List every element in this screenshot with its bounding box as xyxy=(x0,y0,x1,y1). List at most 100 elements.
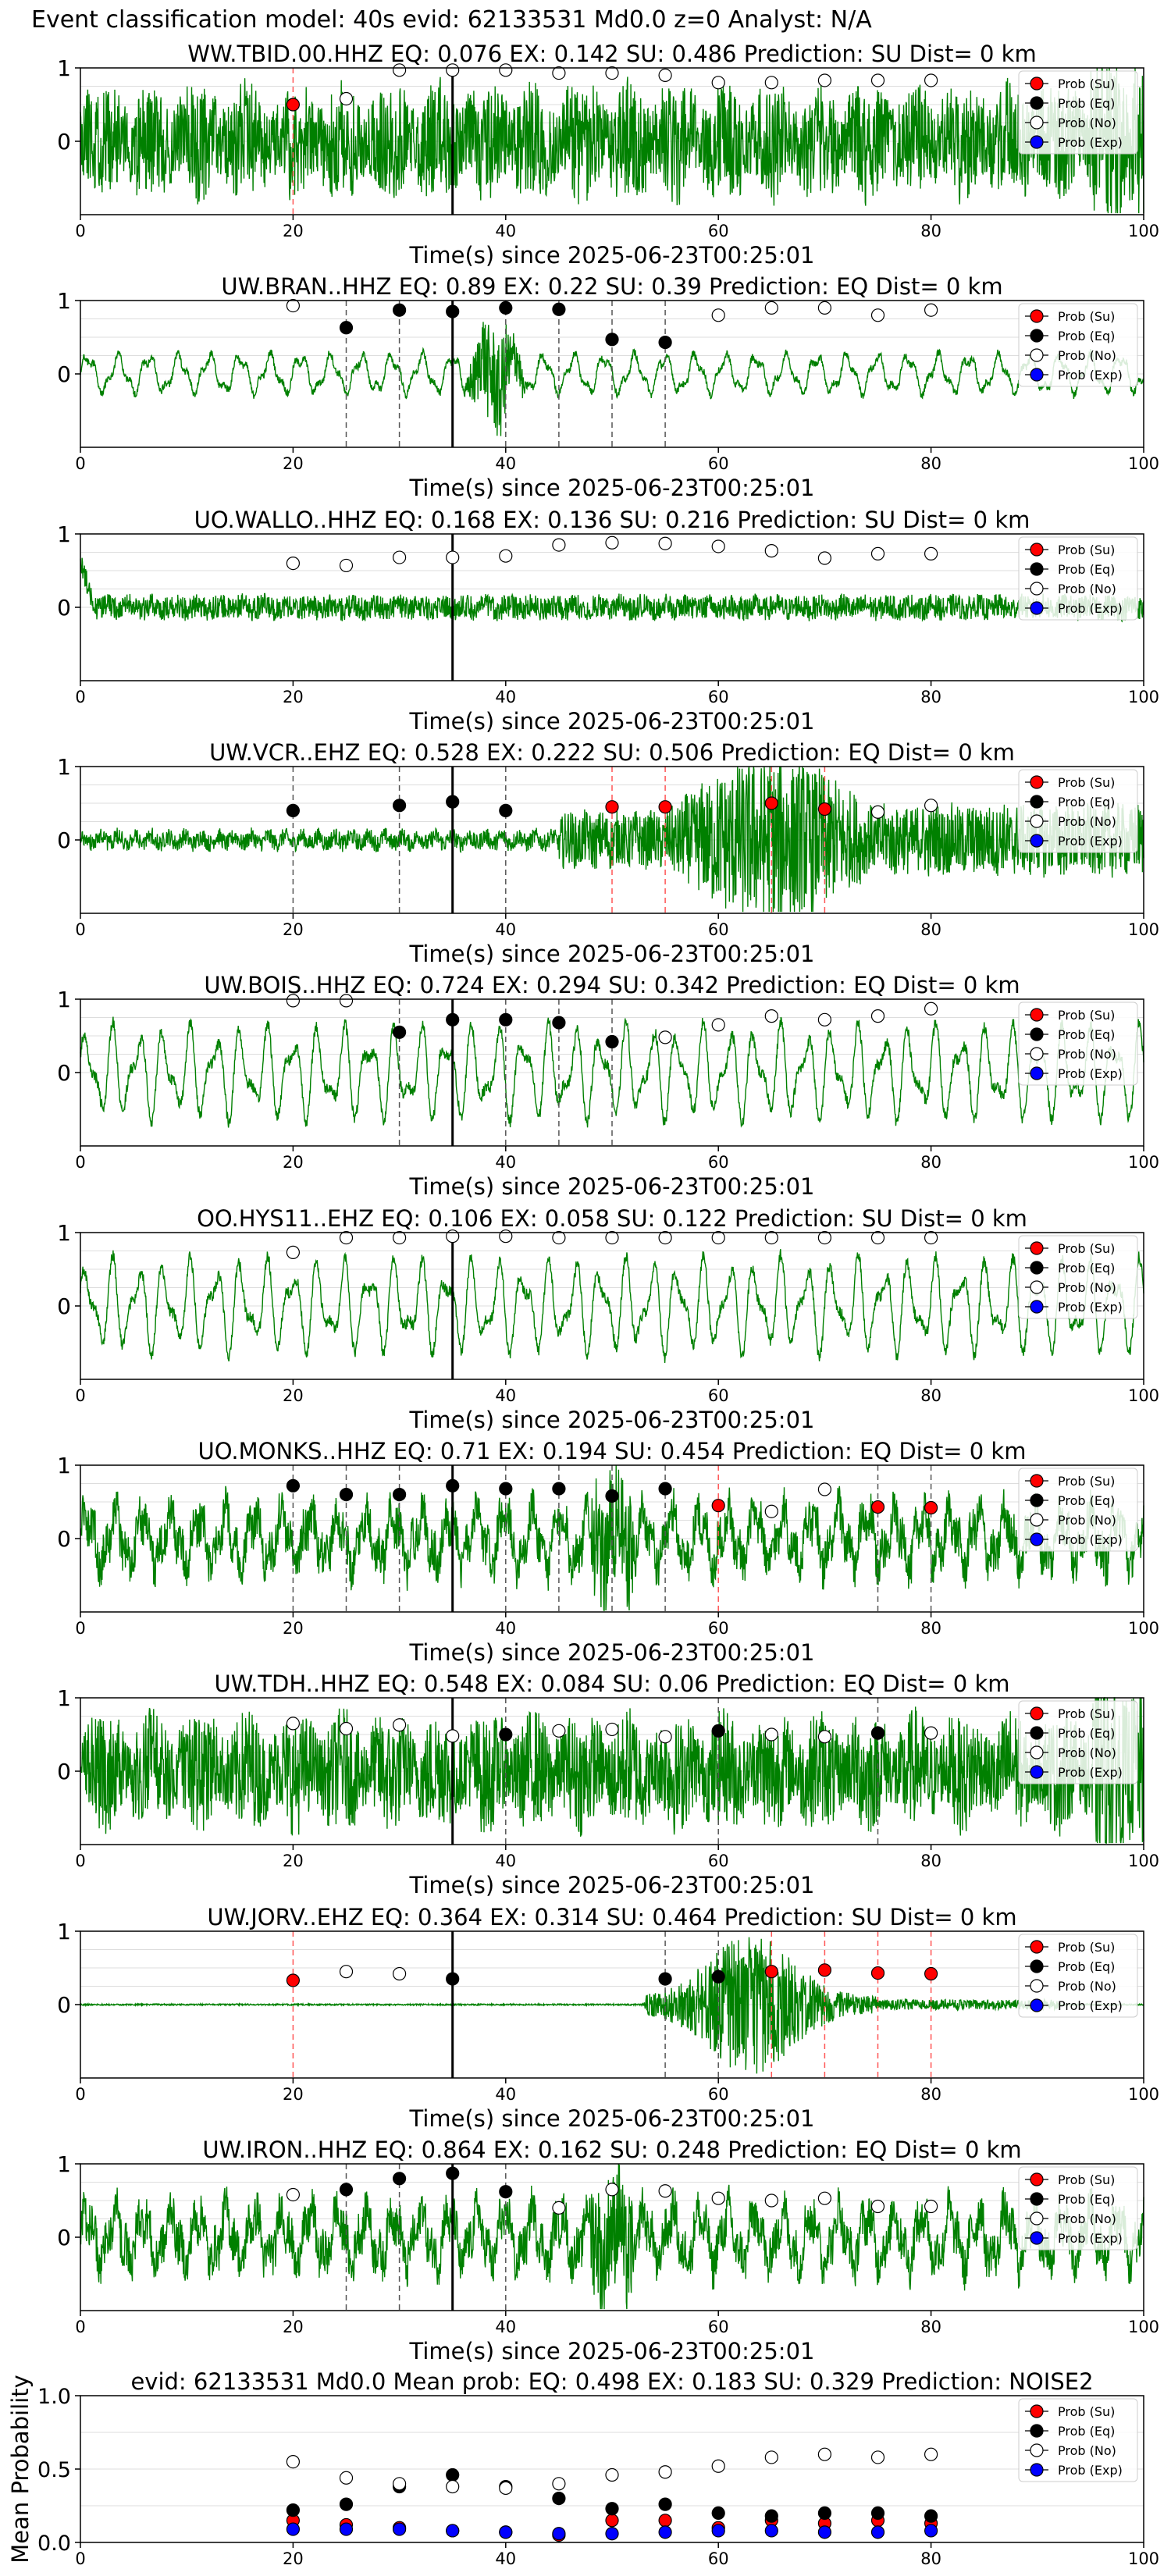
legend-box xyxy=(1018,1468,1138,1552)
legend-label-exp: Prob (Exp) xyxy=(1058,1998,1123,2013)
legend-box xyxy=(1018,70,1138,155)
prob-point-no xyxy=(286,2187,300,2202)
mean-prob-point-exp xyxy=(605,2527,619,2541)
legend-marker-su xyxy=(1030,76,1044,91)
legend-marker-exp xyxy=(1030,601,1044,615)
prob-point-no xyxy=(764,301,778,315)
prob-point-no xyxy=(446,550,460,564)
mean-prob-point-eq xyxy=(764,2509,778,2523)
x-tick-label: 60 xyxy=(708,2085,729,2104)
mean-prob-point-no xyxy=(286,2455,300,2469)
legend-marker-no xyxy=(1030,2211,1044,2226)
x-tick-label: 20 xyxy=(283,688,304,706)
mean-prob-point-no xyxy=(393,2477,407,2491)
x-tick-label: 80 xyxy=(920,920,941,939)
prob-point-no xyxy=(658,68,672,83)
x-axis-label: Time(s) since 2025-06-23T00:25:01 xyxy=(409,941,815,967)
legend-marker-su xyxy=(1030,1008,1044,1022)
legend-marker-no xyxy=(1030,1979,1044,1993)
legend-label-eq: Prob (Eq) xyxy=(1058,2192,1115,2207)
prob-point-no xyxy=(924,303,938,317)
prob-point-no xyxy=(924,1002,938,1016)
x-tick-label: 0 xyxy=(75,688,85,706)
x-tick-label: 20 xyxy=(283,1852,304,1870)
legend-marker-su xyxy=(1030,543,1044,557)
prob-point-no xyxy=(393,1718,407,1732)
prob-point-eq xyxy=(711,1724,725,1738)
waveform-trace xyxy=(80,1937,1144,2074)
prob-point-eq xyxy=(446,1478,460,1493)
x-tick-label: 100 xyxy=(1128,1619,1159,1638)
legend-marker-exp xyxy=(1030,1765,1044,1779)
panel-title: UO.WALLO..HHZ EQ: 0.168 EX: 0.136 SU: 0.… xyxy=(194,507,1030,533)
waveform-trace xyxy=(80,67,1144,214)
legend-label-eq: Prob (Eq) xyxy=(1058,1261,1115,1276)
prob-point-no xyxy=(658,1730,672,1744)
panel-4: UW.VCR..EHZ EQ: 0.528 EX: 0.222 SU: 0.50… xyxy=(57,739,1159,967)
panel-title: UW.JORV..EHZ EQ: 0.364 EX: 0.314 SU: 0.4… xyxy=(207,1904,1016,1930)
prob-point-no xyxy=(870,73,885,87)
x-tick-label: 40 xyxy=(495,1153,516,1172)
panel-title: WW.TBID.00.HHZ EQ: 0.076 EX: 0.142 SU: 0… xyxy=(187,41,1036,67)
mean-prob-point-su xyxy=(605,2514,619,2528)
x-tick-label: 0 xyxy=(75,1386,85,1405)
prob-point-eq xyxy=(286,1478,300,1493)
legend-box xyxy=(1018,1934,1138,2018)
x-tick-label: 0 xyxy=(75,1153,85,1172)
x-axis-label: Time(s) since 2025-06-23T00:25:01 xyxy=(409,1407,815,1433)
legend-label-su: Prob (Su) xyxy=(1058,1241,1115,1256)
legend-marker-exp xyxy=(1030,1532,1044,1546)
y-tick-label: 1 xyxy=(57,1685,71,1711)
waveform-trace xyxy=(80,1464,1144,1611)
x-tick-label: 0 xyxy=(75,2318,85,2336)
panel-11: evid: 62133531 Md0.0 Mean prob: EQ: 0.49… xyxy=(7,2368,1159,2568)
x-tick-label: 40 xyxy=(495,688,516,706)
mean-prob-point-no xyxy=(924,2447,938,2461)
prob-point-no xyxy=(393,63,407,77)
mean-prob-point-no xyxy=(605,2467,619,2482)
x-tick-label: 80 xyxy=(920,222,941,240)
x-tick-label: 100 xyxy=(1128,1852,1159,1870)
legend-label-exp: Prob (Exp) xyxy=(1058,601,1123,616)
y-axis-label: Mean Probability xyxy=(7,2375,34,2564)
legend-label-no: Prob (No) xyxy=(1058,1047,1116,1062)
y-tick-label: 0 xyxy=(57,1759,71,1784)
panel-8: UW.TDH..HHZ EQ: 0.548 EX: 0.084 SU: 0.06… xyxy=(57,1670,1159,1898)
legend-label-eq: Prob (Eq) xyxy=(1058,1959,1115,1974)
panel-2: UW.BRAN..HHZ EQ: 0.89 EX: 0.22 SU: 0.39 … xyxy=(57,273,1159,501)
y-tick-label: 0 xyxy=(57,2225,71,2250)
x-axis-label: Time(s) since 2025-06-23T00:25:01 xyxy=(409,2338,815,2364)
legend-marker-exp xyxy=(1030,1300,1044,1314)
mean-prob-point-exp xyxy=(286,2522,300,2536)
x-tick-label: 20 xyxy=(283,920,304,939)
prob-point-eq xyxy=(446,1012,460,1026)
legend-label-exp: Prob (Exp) xyxy=(1058,1765,1123,1780)
x-tick-label: 0 xyxy=(75,1852,85,1870)
prob-point-eq xyxy=(605,333,619,347)
prob-point-no xyxy=(870,308,885,322)
prob-point-no xyxy=(924,546,938,560)
x-axis-label: Time(s) since 2025-06-23T00:25:01 xyxy=(409,2105,815,2132)
x-axis-label: Time(s) since 2025-06-23T00:25:01 xyxy=(409,475,815,501)
prob-point-eq xyxy=(393,2172,407,2186)
prob-point-su xyxy=(286,1973,300,1987)
x-tick-label: 20 xyxy=(283,2549,304,2568)
prob-point-no xyxy=(339,1721,354,1736)
legend-label-exp: Prob (Exp) xyxy=(1058,834,1123,849)
figure-title: Event classification model: 40s evid: 62… xyxy=(31,6,872,34)
legend-label-su: Prob (Su) xyxy=(1058,1706,1115,1721)
prob-point-su xyxy=(870,1500,885,1514)
legend-label-exp: Prob (Exp) xyxy=(1058,2463,1123,2478)
prob-point-no xyxy=(393,550,407,564)
prob-point-no xyxy=(658,536,672,550)
prob-point-no xyxy=(605,535,619,550)
prob-point-no xyxy=(552,1230,566,1245)
prob-point-su xyxy=(924,1500,938,1515)
legend-label-su: Prob (Su) xyxy=(1058,309,1115,324)
x-tick-label: 100 xyxy=(1128,2318,1159,2336)
prob-point-no xyxy=(711,1018,725,1032)
panel-6: OO.HYS11..EHZ EQ: 0.106 EX: 0.058 SU: 0.… xyxy=(57,1205,1159,1433)
prob-point-eq xyxy=(870,1726,885,1740)
legend-label-eq: Prob (Eq) xyxy=(1058,795,1115,809)
x-tick-label: 80 xyxy=(920,1852,941,1870)
